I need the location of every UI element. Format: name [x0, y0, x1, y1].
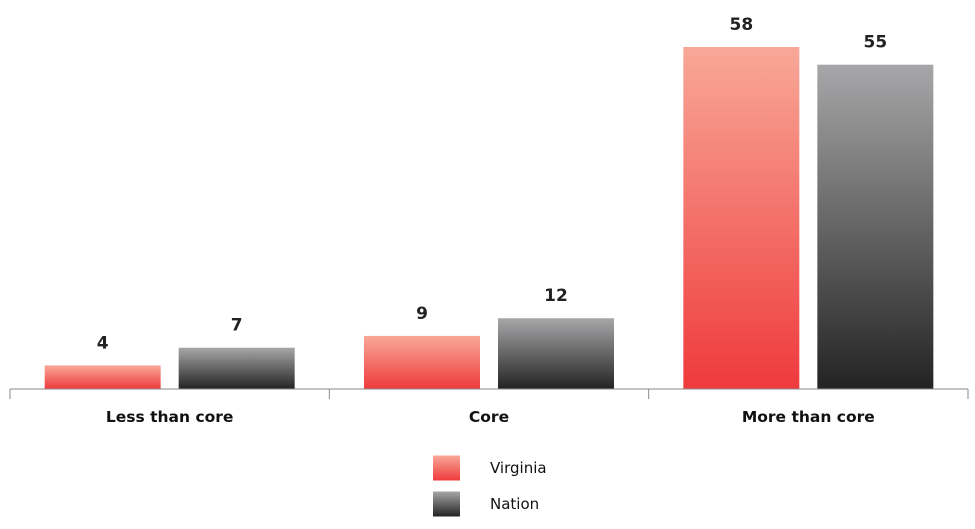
legend-swatch-nation — [433, 491, 460, 517]
legend: Virginia Nation — [433, 455, 547, 517]
bar-nation-2 — [817, 64, 934, 390]
value-label-virginia-1: 9 — [416, 304, 428, 324]
value-label-nation-0: 7 — [231, 316, 243, 336]
value-label-nation-1: 12 — [544, 286, 568, 306]
legend-label-virginia: Virginia — [490, 459, 547, 477]
bar-virginia-2 — [683, 47, 800, 389]
bar-virginia-1 — [364, 335, 480, 389]
bars-group — [44, 47, 934, 390]
bar-virginia-0 — [44, 365, 161, 389]
value-label-nation-2: 55 — [863, 33, 887, 53]
x-axis — [9, 388, 969, 399]
category-label-0: Less than core — [106, 408, 234, 426]
category-label-1: Core — [469, 408, 509, 426]
legend-swatch-virginia — [433, 455, 460, 481]
value-labels-group: 4 7 9 12 58 55 — [97, 15, 887, 353]
value-label-virginia-0: 4 — [97, 333, 109, 353]
bar-nation-0 — [178, 347, 295, 389]
category-label-2: More than core — [742, 408, 875, 426]
legend-label-nation: Nation — [490, 495, 539, 513]
value-label-virginia-2: 58 — [729, 15, 753, 35]
bar-nation-1 — [498, 318, 614, 389]
category-labels-group: Less than core Core More than core — [106, 408, 875, 426]
